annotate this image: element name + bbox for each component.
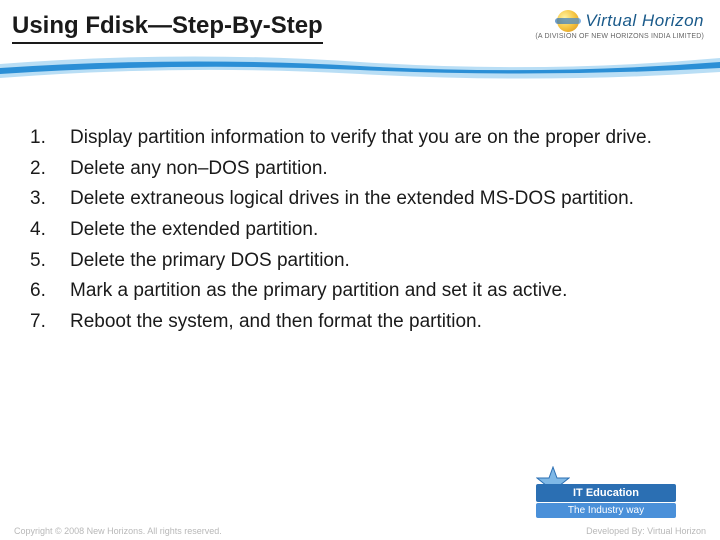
- step-number: 2.: [30, 157, 70, 182]
- developed-by-text: Developed By: Virtual Horizon: [586, 526, 706, 536]
- brand-top-row: Virtual Horizon: [535, 10, 704, 32]
- slide-title: Using Fdisk—Step-By-Step: [12, 12, 323, 44]
- footer-banner: IT Education The Industry way: [536, 484, 676, 518]
- step-number: 7.: [30, 310, 70, 335]
- banner-line-1: IT Education: [536, 484, 676, 502]
- step-text: Mark a partition as the primary partitio…: [70, 279, 690, 304]
- brand-name: Virtual Horizon: [585, 11, 704, 31]
- globe-sun-icon: [557, 10, 579, 32]
- banner-line-2: The Industry way: [536, 503, 676, 518]
- brand-subtitle: (A DIVISION OF NEW HORIZONS INDIA LIMITE…: [535, 33, 704, 40]
- step-text: Display partition information to verify …: [70, 126, 690, 151]
- step-number: 3.: [30, 187, 70, 212]
- brand-block: Virtual Horizon (A DIVISION OF NEW HORIZ…: [535, 10, 704, 40]
- header-wave-decor: [0, 50, 720, 84]
- steps-list: 1.Display partition information to verif…: [30, 126, 690, 335]
- step-number: 4.: [30, 218, 70, 243]
- content-area: 1.Display partition information to verif…: [0, 72, 720, 335]
- step-number: 1.: [30, 126, 70, 151]
- step-text: Delete extraneous logical drives in the …: [70, 187, 690, 212]
- step-text: Delete the primary DOS partition.: [70, 249, 690, 274]
- copyright-text: Copyright © 2008 New Horizons. All right…: [14, 526, 222, 536]
- step-number: 5.: [30, 249, 70, 274]
- step-text: Reboot the system, and then format the p…: [70, 310, 690, 335]
- slide-footer: IT Education The Industry way Copyright …: [0, 486, 720, 540]
- step-text: Delete any non–DOS partition.: [70, 157, 690, 182]
- step-number: 6.: [30, 279, 70, 304]
- step-text: Delete the extended partition.: [70, 218, 690, 243]
